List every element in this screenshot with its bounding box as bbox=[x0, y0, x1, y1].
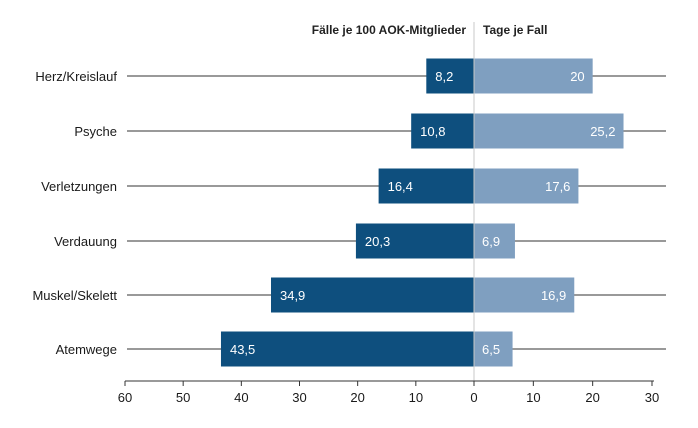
bar-left bbox=[355, 223, 474, 259]
value-label-left: 34,9 bbox=[280, 288, 305, 303]
bar-left bbox=[426, 58, 474, 94]
bar-right bbox=[474, 58, 593, 94]
plot-area: Herz/Kreislauf 8,2 20 Psyche 10,8 25,2 Verletz… bbox=[32, 22, 666, 405]
bar-right bbox=[474, 113, 624, 149]
bar-left bbox=[220, 331, 474, 367]
value-label-left: 43,5 bbox=[230, 342, 255, 357]
x-tick-label: 50 bbox=[176, 390, 190, 405]
x-tick-label: 0 bbox=[470, 390, 477, 405]
category-label: Psyche bbox=[74, 124, 117, 139]
category-label: Atemwege bbox=[56, 342, 117, 357]
value-label-right: 20 bbox=[570, 69, 584, 84]
x-tick-label: 20 bbox=[350, 390, 364, 405]
bar-left bbox=[411, 113, 474, 149]
bar-right bbox=[474, 331, 513, 367]
category-label: Herz/Kreislauf bbox=[35, 69, 117, 84]
bar-right bbox=[474, 277, 575, 313]
bar-left bbox=[378, 168, 474, 204]
x-tick-label: 30 bbox=[645, 390, 659, 405]
x-tick-label: 10 bbox=[526, 390, 540, 405]
value-label-right: 17,6 bbox=[545, 179, 570, 194]
bar-left bbox=[270, 277, 474, 313]
x-tick-label: 60 bbox=[118, 390, 132, 405]
value-label-left: 10,8 bbox=[420, 124, 445, 139]
value-label-right: 6,5 bbox=[482, 342, 500, 357]
bar-right bbox=[474, 168, 579, 204]
category-label: Verletzungen bbox=[41, 179, 117, 194]
x-tick-label: 30 bbox=[292, 390, 306, 405]
value-label-right: 6,9 bbox=[482, 234, 500, 249]
value-label-left: 8,2 bbox=[435, 69, 453, 84]
bar-right bbox=[474, 223, 515, 259]
x-tick-label: 10 bbox=[409, 390, 423, 405]
header-right: Tage je Fall bbox=[483, 23, 547, 37]
category-label: Verdauung bbox=[54, 234, 117, 249]
header-left: Fälle je 100 AOK-Mitglieder bbox=[312, 23, 467, 37]
x-tick-label: 20 bbox=[585, 390, 599, 405]
value-label-right: 16,9 bbox=[541, 288, 566, 303]
value-label-right: 25,2 bbox=[590, 124, 615, 139]
category-label: Muskel/Skelett bbox=[32, 288, 117, 303]
x-tick-label: 40 bbox=[234, 390, 248, 405]
value-label-left: 16,4 bbox=[388, 179, 413, 194]
value-label-left: 20,3 bbox=[365, 234, 390, 249]
